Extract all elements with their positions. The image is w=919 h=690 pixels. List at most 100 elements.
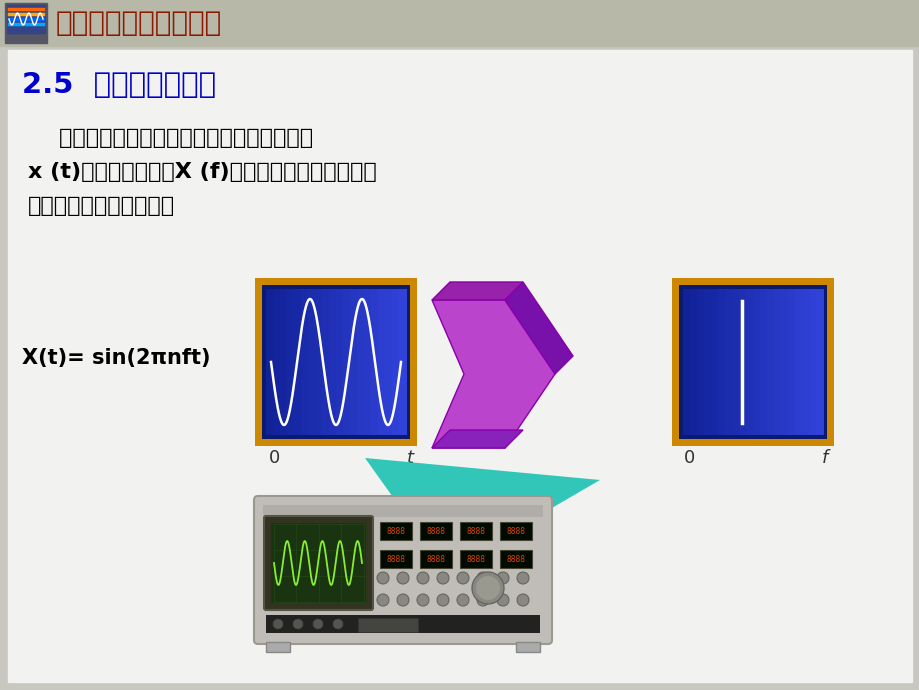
- Bar: [682, 289, 690, 435]
- Bar: [391, 289, 400, 435]
- Circle shape: [397, 594, 409, 606]
- Bar: [516, 642, 539, 652]
- Bar: [266, 642, 289, 652]
- Text: 变换: 变换: [480, 369, 499, 387]
- Bar: [364, 289, 371, 435]
- Bar: [301, 289, 309, 435]
- Circle shape: [437, 594, 448, 606]
- Text: 0: 0: [684, 449, 695, 467]
- Text: 8888: 8888: [426, 555, 445, 564]
- Bar: [0, 0, 919, 46]
- Bar: [745, 289, 754, 435]
- Bar: [678, 285, 826, 439]
- Bar: [460, 550, 492, 568]
- Bar: [759, 289, 767, 435]
- Bar: [255, 278, 416, 446]
- Circle shape: [457, 572, 469, 584]
- Bar: [732, 289, 739, 435]
- Bar: [370, 289, 379, 435]
- Bar: [671, 278, 834, 446]
- Bar: [703, 289, 711, 435]
- Circle shape: [377, 572, 389, 584]
- Bar: [460, 522, 492, 540]
- Circle shape: [476, 572, 489, 584]
- Text: 信号频域分析是采用傅立叶变换将时域信号: 信号频域分析是采用傅立叶变换将时域信号: [28, 128, 312, 148]
- Bar: [343, 289, 351, 435]
- Circle shape: [457, 594, 469, 606]
- Text: 8888: 8888: [386, 526, 405, 535]
- Bar: [279, 289, 288, 435]
- Bar: [314, 289, 323, 435]
- Circle shape: [516, 594, 528, 606]
- Circle shape: [496, 594, 508, 606]
- Circle shape: [471, 572, 504, 604]
- Bar: [794, 289, 802, 435]
- Circle shape: [476, 594, 489, 606]
- FancyBboxPatch shape: [264, 516, 372, 610]
- Bar: [773, 289, 781, 435]
- Bar: [380, 522, 412, 540]
- Bar: [7, 5, 45, 33]
- Text: x (t)变换为频域信号X (f)，从而帮助人们从另一个: x (t)变换为频域信号X (f)，从而帮助人们从另一个: [28, 162, 377, 182]
- Circle shape: [437, 572, 448, 584]
- Bar: [801, 289, 809, 435]
- Bar: [335, 289, 344, 435]
- Bar: [271, 523, 366, 603]
- Text: 0: 0: [269, 449, 280, 467]
- Text: 8888: 8888: [506, 526, 525, 535]
- Bar: [308, 289, 315, 435]
- Bar: [399, 289, 406, 435]
- Bar: [752, 289, 760, 435]
- Text: t: t: [406, 449, 413, 467]
- Bar: [263, 505, 542, 517]
- Bar: [738, 289, 746, 435]
- Bar: [266, 615, 539, 633]
- Bar: [724, 289, 732, 435]
- Bar: [262, 285, 410, 439]
- Bar: [378, 289, 386, 435]
- Bar: [357, 618, 417, 632]
- Circle shape: [333, 619, 343, 629]
- FancyBboxPatch shape: [254, 496, 551, 644]
- Bar: [322, 289, 330, 435]
- Text: 第二章、信号分析基础: 第二章、信号分析基础: [56, 9, 222, 37]
- Bar: [357, 289, 365, 435]
- Bar: [499, 522, 531, 540]
- Circle shape: [273, 619, 283, 629]
- Text: 8888: 8888: [426, 526, 445, 535]
- Circle shape: [475, 576, 499, 600]
- Bar: [380, 550, 412, 568]
- Text: 8888: 8888: [466, 555, 485, 564]
- Bar: [5, 3, 47, 43]
- Text: 2.5  信号的频域分析: 2.5 信号的频域分析: [22, 71, 216, 99]
- Text: 8888: 8888: [506, 555, 525, 564]
- Bar: [266, 289, 274, 435]
- Text: 角度来了解信号的特征。: 角度来了解信号的特征。: [28, 196, 175, 216]
- Circle shape: [377, 594, 389, 606]
- Bar: [710, 289, 719, 435]
- Polygon shape: [432, 430, 522, 448]
- Bar: [499, 550, 531, 568]
- Bar: [287, 289, 295, 435]
- Polygon shape: [505, 282, 573, 374]
- Bar: [788, 289, 795, 435]
- Bar: [815, 289, 823, 435]
- Bar: [766, 289, 774, 435]
- Bar: [420, 550, 451, 568]
- Bar: [329, 289, 336, 435]
- Circle shape: [312, 619, 323, 629]
- Circle shape: [292, 619, 302, 629]
- Bar: [420, 522, 451, 540]
- Polygon shape: [432, 300, 554, 448]
- Polygon shape: [365, 458, 599, 570]
- Text: 8888: 8888: [466, 526, 485, 535]
- Text: f: f: [821, 449, 827, 467]
- Bar: [808, 289, 816, 435]
- Bar: [717, 289, 725, 435]
- Text: 傅里叶: 傅里叶: [474, 351, 505, 369]
- Bar: [273, 289, 280, 435]
- Polygon shape: [432, 282, 522, 300]
- Bar: [689, 289, 698, 435]
- Circle shape: [416, 572, 428, 584]
- Bar: [349, 289, 357, 435]
